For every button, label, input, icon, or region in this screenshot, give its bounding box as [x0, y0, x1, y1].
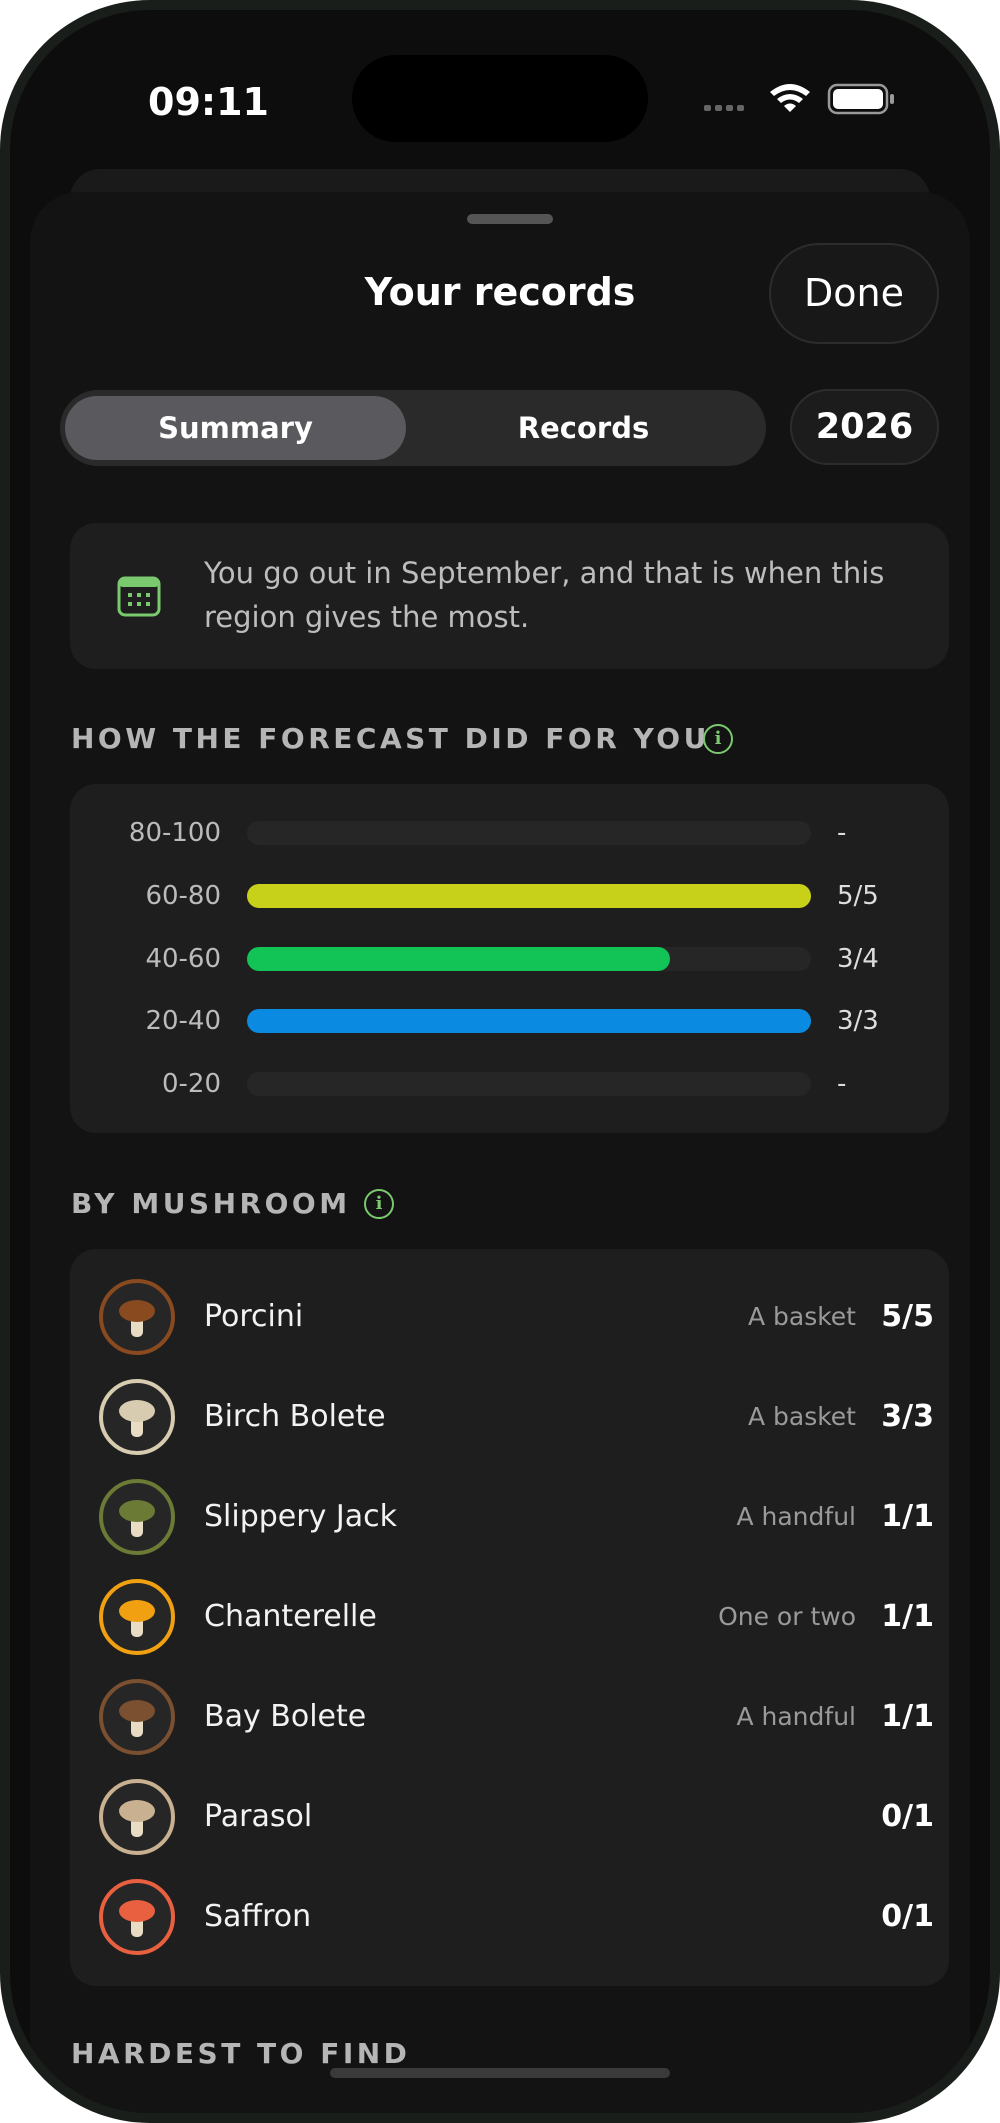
insight-card: You go out in September, and that is whe…	[70, 523, 949, 669]
mushroom-name: Chanterelle	[204, 1599, 377, 1634]
sheet-title: Your records	[364, 270, 636, 314]
range-label: 60-80	[145, 880, 221, 911]
mushroom-card: Porcini A basket 5/5 Birch Bolete A basket 3/…	[70, 1249, 949, 1986]
section-heading: HARDEST TO FIND	[71, 2037, 411, 2070]
bar	[247, 1009, 811, 1034]
bar-track	[247, 821, 811, 845]
time: 09:11	[148, 80, 269, 124]
mushroom-icon	[119, 1400, 155, 1437]
mushroom-avatar	[99, 1679, 175, 1755]
screen: 09:11 Your records Done Summary Records …	[10, 10, 990, 2113]
range-label: 20-40	[145, 1006, 221, 1037]
mushroom-icon	[119, 1600, 155, 1637]
mushroom-avatar	[99, 1779, 175, 1855]
mushroom-amount: A basket	[747, 1302, 856, 1331]
mushroom-count: 5/5	[881, 1299, 934, 1334]
segment-label[interactable]: Records	[517, 411, 650, 445]
mushroom-icon	[119, 1700, 155, 1737]
bar-track	[247, 1072, 811, 1097]
mushroom-amount: A handful	[736, 1502, 856, 1531]
mushroom-count: 0/1	[881, 1799, 934, 1834]
home-indicator	[330, 2068, 670, 2078]
sheet: Your records Done Summary Records 2026 Y…	[30, 192, 970, 2113]
mushroom-name: Birch Bolete	[204, 1399, 386, 1434]
info-icon[interactable]: i	[703, 724, 733, 754]
mushroom-avatar	[99, 1379, 175, 1455]
bar	[247, 883, 811, 908]
segmented-control: Summary Records	[60, 390, 766, 466]
bar	[247, 946, 670, 971]
mushroom-count: 1/1	[881, 1499, 934, 1534]
mushroom-name: Porcini	[204, 1299, 304, 1334]
bar-value-label: -	[837, 1069, 847, 1100]
screen-content: 09:11 Your records Done Summary Records …	[10, 10, 990, 2113]
insight-text: You go out in September, and that is whe…	[204, 556, 885, 634]
mushroom-avatar	[99, 1479, 175, 1555]
mushroom-name: Saffron	[204, 1899, 312, 1934]
mushroom-name: Bay Bolete	[204, 1699, 367, 1734]
bar-value-label: 3/3	[837, 1006, 879, 1037]
mushroom-amount: One or two	[718, 1602, 856, 1631]
mushroom-name: Slippery Jack	[204, 1499, 397, 1534]
range-label: 0-20	[161, 1069, 221, 1100]
range-label: 80-100	[128, 818, 221, 848]
mushroom-amount: A handful	[736, 1702, 856, 1731]
done-button[interactable]: Done	[769, 243, 939, 344]
mushroom-count: 0/1	[881, 1899, 934, 1934]
mushroom-count: 1/1	[881, 1699, 934, 1734]
mushroom-icon	[119, 1300, 155, 1337]
range-label: 40-60	[145, 943, 221, 974]
section-heading: BY MUSHROOM	[71, 1187, 351, 1220]
mushroom-count: 3/3	[881, 1399, 934, 1434]
status-icons	[704, 83, 894, 115]
mushroom-icon	[119, 1500, 155, 1537]
info-icon[interactable]: i	[364, 1189, 394, 1219]
mushroom-avatar	[99, 1579, 175, 1655]
sheet-handle	[467, 214, 553, 224]
calendar-icon	[117, 576, 161, 617]
segment-selected[interactable]	[65, 396, 406, 460]
mushroom-icon	[119, 1900, 155, 1937]
mushroom-avatar	[99, 1879, 175, 1955]
mushroom-amount: A basket	[747, 1402, 856, 1431]
year-button[interactable]: 2026	[790, 389, 939, 465]
bar-value-label: 5/5	[837, 880, 879, 911]
mushroom-icon	[119, 1800, 155, 1837]
mushroom-name: Parasol	[204, 1799, 313, 1834]
bar-value-label: -	[837, 818, 847, 848]
forecast-card: 80-100 - 60-80 5/5 40-60 3/4 20-40 3/3 0-20 -	[70, 784, 949, 1133]
dynamic-island	[352, 55, 648, 142]
mushroom-count: 1/1	[881, 1599, 934, 1634]
section-heading: HOW THE FORECAST DID FOR YOU	[71, 722, 710, 755]
bar-value-label: 3/4	[837, 943, 879, 974]
mushroom-avatar	[99, 1279, 175, 1355]
segment-label[interactable]: Summary	[158, 411, 313, 445]
